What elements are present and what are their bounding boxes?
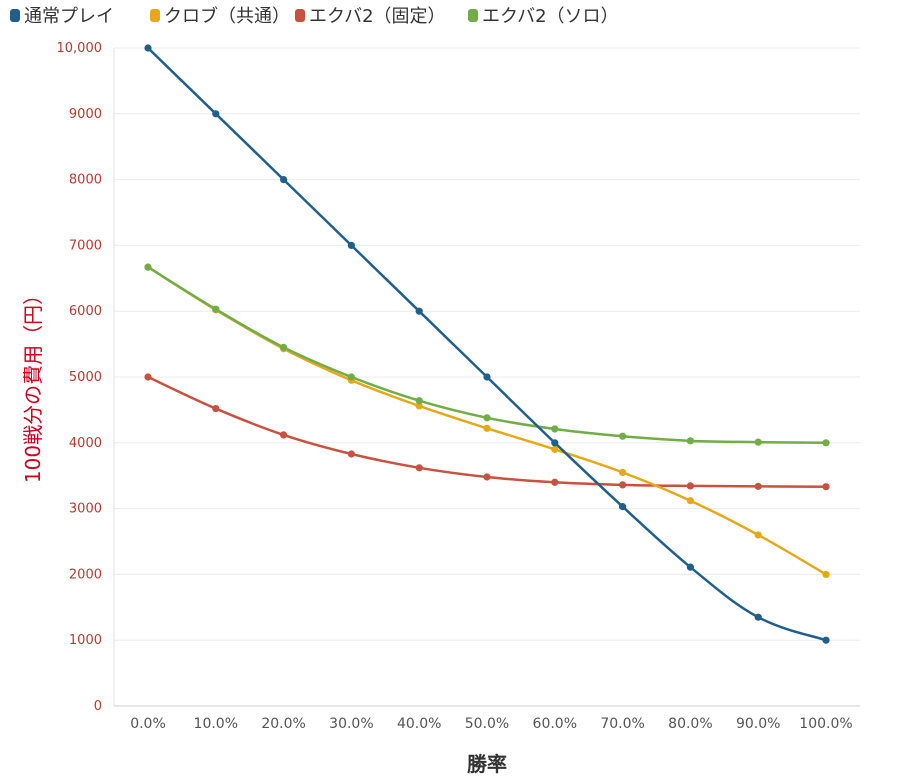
- x-tick-label: 0.0%: [130, 716, 166, 732]
- y-tick-label: 3000: [69, 502, 102, 517]
- legend-swatch: [10, 9, 20, 22]
- data-point-0: [754, 613, 762, 621]
- data-point-0: [280, 176, 288, 184]
- legend-label: エクバ2（ソロ）: [482, 6, 619, 27]
- data-point-0: [551, 439, 559, 447]
- data-point-1: [551, 445, 559, 453]
- legend-swatch: [295, 9, 305, 22]
- data-point-0: [822, 636, 830, 644]
- data-point-1: [754, 531, 762, 539]
- data-point-3: [754, 438, 762, 446]
- x-tick-label: 10.0%: [194, 716, 238, 732]
- x-tick-label: 20.0%: [261, 716, 305, 732]
- x-tick-label: 40.0%: [397, 716, 441, 732]
- y-tick-label: 4000: [69, 436, 102, 451]
- data-point-3: [212, 305, 220, 313]
- y-tick-label: 7000: [69, 238, 102, 253]
- legend-swatch: [468, 9, 478, 22]
- legend-item-0[interactable]: 通常プレイ: [10, 6, 114, 27]
- x-tick-label: 90.0%: [736, 716, 780, 732]
- x-tick-label: 60.0%: [533, 716, 577, 732]
- data-point-2: [212, 404, 220, 413]
- data-point-3: [619, 432, 627, 440]
- data-point-0: [347, 241, 355, 249]
- legend-item-1[interactable]: クロブ（共通）: [150, 5, 290, 27]
- legend-label: クロブ（共通）: [164, 5, 290, 27]
- x-tick-label: 80.0%: [668, 716, 712, 732]
- x-tick-label: 30.0%: [329, 716, 373, 732]
- data-point-0: [483, 373, 491, 381]
- data-point-0: [415, 307, 423, 315]
- data-point-1: [686, 497, 695, 505]
- data-point-0: [619, 503, 627, 511]
- legend-item-3[interactable]: エクバ2（ソロ）: [468, 6, 619, 27]
- data-point-2: [754, 482, 762, 490]
- y-tick-label: 8000: [69, 173, 102, 188]
- series-lines: [146, 46, 828, 642]
- series-points: [144, 44, 830, 644]
- data-point-3: [415, 397, 423, 405]
- data-point-2: [415, 464, 423, 472]
- y-tick-label: 6000: [69, 304, 102, 319]
- data-point-3: [822, 439, 830, 447]
- data-point-3: [551, 425, 559, 433]
- data-point-1: [822, 570, 830, 579]
- legend-label: エクバ2（固定）: [309, 6, 446, 27]
- y-axis-label: 100戦分の費用（円）: [21, 285, 45, 483]
- data-point-0: [212, 110, 220, 118]
- data-point-2: [822, 483, 830, 491]
- data-point-2: [347, 450, 355, 458]
- y-tick-label: 9000: [69, 107, 102, 122]
- y-tick-label: 5000: [69, 370, 102, 385]
- data-point-3: [483, 414, 491, 422]
- x-tick-label: 70.0%: [600, 716, 644, 732]
- data-point-3: [280, 343, 288, 351]
- y-tick-label: 10,000: [57, 41, 103, 56]
- data-point-3: [144, 263, 152, 271]
- data-point-2: [483, 473, 491, 481]
- data-point-1: [415, 402, 423, 410]
- data-point-0: [686, 563, 695, 571]
- legend-swatch: [150, 9, 160, 22]
- data-point-3: [347, 373, 355, 381]
- data-point-2: [551, 478, 559, 486]
- y-axis-ticks: 0 1000 2000 3000 4000 5000 6000 7000 8000 9000 10,…: [57, 41, 103, 714]
- legend-label: 通常プレイ: [24, 6, 114, 27]
- x-axis-ticks: 0.0% 10.0% 20.0% 30.0% 40.0% 50.0% 60.0% 70.0% 8…: [130, 716, 852, 732]
- legend: 通常プレイ クロブ（共通） エクバ2（固定） エクバ2（ソロ）: [10, 5, 619, 27]
- data-point-2: [280, 431, 288, 439]
- data-point-1: [483, 424, 491, 432]
- y-tick-label: 1000: [69, 633, 102, 648]
- data-point-2: [144, 373, 152, 381]
- data-point-2: [619, 481, 627, 489]
- y-tick-label: 2000: [69, 567, 102, 582]
- data-point-2: [686, 482, 695, 490]
- x-axis-label: 勝率: [467, 752, 507, 776]
- x-tick-label: 50.0%: [465, 716, 509, 732]
- legend-item-2[interactable]: エクバ2（固定）: [295, 6, 446, 27]
- data-point-1: [619, 468, 627, 477]
- data-point-0: [144, 44, 152, 52]
- data-point-3: [686, 437, 695, 445]
- y-tick-label: 0: [94, 699, 102, 714]
- series-line-0: [146, 46, 828, 642]
- x-tick-label: 100.0%: [799, 716, 852, 732]
